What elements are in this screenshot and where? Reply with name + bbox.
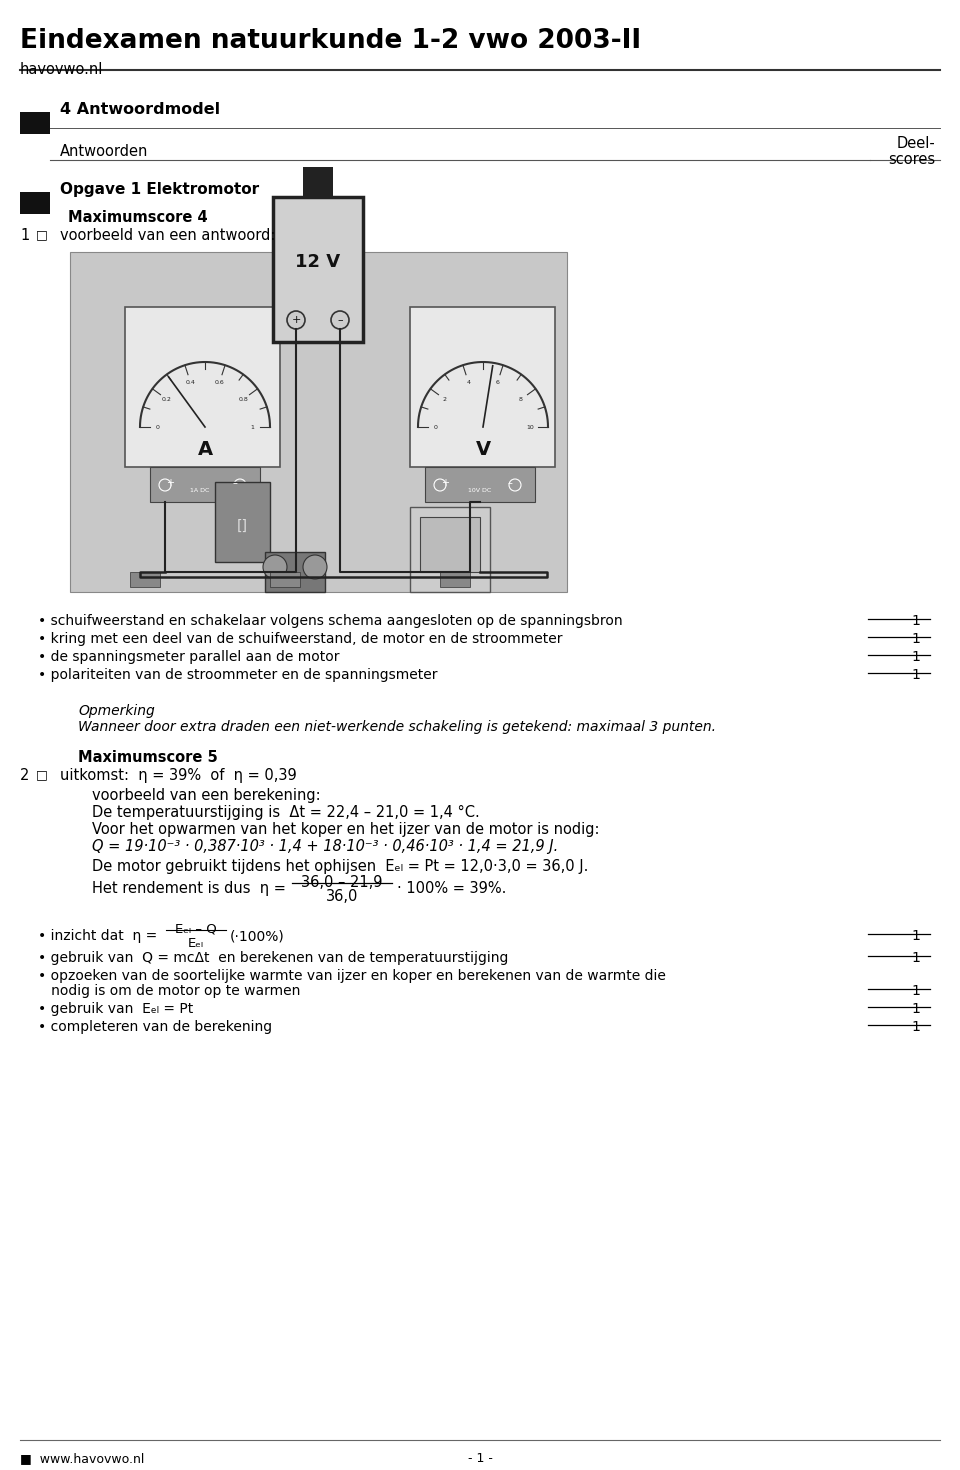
Circle shape [331, 312, 349, 329]
Text: - 1 -: - 1 - [468, 1452, 492, 1466]
Text: voorbeeld van een antwoord:: voorbeeld van een antwoord: [60, 228, 276, 243]
Circle shape [287, 312, 305, 329]
Text: De motor gebruikt tijdens het ophijsen  Eₑₗ = Pt = 12,0·3,0 = 36,0 J.: De motor gebruikt tijdens het ophijsen E… [92, 858, 588, 875]
Text: Deel-: Deel- [897, 137, 935, 151]
Text: +: + [441, 478, 449, 488]
Text: 1: 1 [911, 1003, 920, 1016]
Bar [440, 572, 470, 587]
Text: 0.6: 0.6 [215, 379, 225, 385]
Text: 1: 1 [911, 983, 920, 998]
Text: Opmerking: Opmerking [78, 704, 155, 717]
Text: voorbeeld van een berekening:: voorbeeld van een berekening: [92, 788, 321, 803]
Text: ■  www.havovwo.nl: ■ www.havovwo.nl [20, 1452, 144, 1466]
Text: 1: 1 [20, 228, 29, 243]
Bar [303, 168, 333, 197]
Bar [130, 572, 160, 587]
Text: 1A DC: 1A DC [190, 488, 209, 492]
Text: 36,0 – 21,9: 36,0 – 21,9 [301, 875, 383, 889]
Text: 2: 2 [20, 767, 30, 784]
Text: havovwo.nl: havovwo.nl [20, 62, 104, 76]
Text: • gebruik van  Eₑₗ = Pt: • gebruik van Eₑₗ = Pt [38, 1003, 193, 1016]
Text: • polariteiten van de stroommeter en de spanningsmeter: • polariteiten van de stroommeter en de … [38, 667, 438, 682]
Text: 4 Antwoordmodel: 4 Antwoordmodel [60, 101, 220, 118]
Circle shape [303, 556, 327, 579]
Bar [265, 553, 325, 592]
Text: 1: 1 [911, 667, 920, 682]
Bar [425, 467, 535, 501]
Text: scores: scores [888, 151, 935, 168]
Text: 0: 0 [434, 425, 438, 429]
Text: 1: 1 [911, 1020, 920, 1033]
Bar [125, 307, 280, 467]
Text: V: V [475, 440, 491, 459]
Text: 1: 1 [250, 425, 254, 429]
Text: Eindexamen natuurkunde 1-2 vwo 2003-II: Eindexamen natuurkunde 1-2 vwo 2003-II [20, 28, 641, 54]
Bar [410, 307, 555, 467]
Text: A: A [198, 440, 212, 459]
Text: • gebruik van  Q = mcΔt  en berekenen van de temperatuurstijging: • gebruik van Q = mcΔt en berekenen van … [38, 951, 509, 964]
Text: 1: 1 [911, 614, 920, 628]
Text: De temperatuurstijging is  Δt = 22,4 – 21,0 = 1,4 °C.: De temperatuurstijging is Δt = 22,4 – 21… [92, 806, 480, 820]
Bar [273, 197, 363, 343]
Text: Q = 19·10⁻³ · 0,387·10³ · 1,4 + 18·10⁻³ · 0,46·10³ · 1,4 = 21,9 J.: Q = 19·10⁻³ · 0,387·10³ · 1,4 + 18·10⁻³ … [92, 839, 559, 854]
Text: 0.4: 0.4 [185, 379, 196, 385]
Text: nodig is om de motor op te warmen: nodig is om de motor op te warmen [38, 983, 300, 998]
Bar [20, 112, 50, 134]
Bar [150, 467, 260, 501]
Text: 1: 1 [911, 929, 920, 942]
Bar [70, 251, 567, 592]
Text: 6: 6 [495, 379, 499, 385]
Bar [420, 517, 480, 572]
Text: • schuifweerstand en schakelaar volgens schema aangesloten op de spanningsbron: • schuifweerstand en schakelaar volgens … [38, 614, 623, 628]
Text: Maximumscore 4: Maximumscore 4 [68, 210, 207, 225]
Text: (·100%): (·100%) [230, 929, 285, 942]
Text: +: + [291, 315, 300, 325]
Text: Maximumscore 5: Maximumscore 5 [78, 750, 218, 764]
Bar [20, 193, 50, 215]
Bar [215, 482, 270, 562]
Text: □: □ [36, 228, 48, 241]
Text: 0.8: 0.8 [238, 397, 248, 401]
Text: • completeren van de berekening: • completeren van de berekening [38, 1020, 272, 1033]
Text: 4: 4 [467, 379, 470, 385]
Text: –: – [232, 478, 237, 488]
Text: +: + [166, 478, 174, 488]
Text: • opzoeken van de soortelijke warmte van ijzer en koper en berekenen van de warm: • opzoeken van de soortelijke warmte van… [38, 969, 666, 983]
Text: 2: 2 [443, 397, 447, 401]
Text: Eₑₗ: Eₑₗ [188, 936, 204, 950]
Text: Eₑₗ – Q: Eₑₗ – Q [175, 922, 217, 935]
Text: 10V DC: 10V DC [468, 488, 492, 492]
Text: –: – [508, 478, 513, 488]
Text: –: – [337, 315, 343, 325]
Text: 1: 1 [911, 650, 920, 664]
Text: 12 V: 12 V [296, 253, 341, 272]
Text: • inzicht dat  η =: • inzicht dat η = [38, 929, 161, 942]
Text: []: [] [236, 519, 248, 534]
Text: 0: 0 [156, 425, 160, 429]
Text: 1: 1 [911, 632, 920, 645]
Bar [270, 572, 300, 587]
Text: Antwoorden: Antwoorden [60, 144, 149, 159]
Text: 10: 10 [526, 425, 534, 429]
Text: 36,0: 36,0 [325, 889, 358, 904]
Text: □: □ [36, 767, 48, 781]
Text: • kring met een deel van de schuifweerstand, de motor en de stroommeter: • kring met een deel van de schuifweerst… [38, 632, 563, 645]
Text: 0.2: 0.2 [162, 397, 172, 401]
Text: · 100% = 39%.: · 100% = 39%. [397, 881, 506, 897]
Text: 8: 8 [519, 397, 523, 401]
Text: Opgave 1 Elektromotor: Opgave 1 Elektromotor [60, 182, 259, 197]
Text: • de spanningsmeter parallel aan de motor: • de spanningsmeter parallel aan de moto… [38, 650, 340, 664]
Text: 1: 1 [911, 951, 920, 964]
Text: Het rendement is dus  η =: Het rendement is dus η = [92, 881, 291, 897]
Text: uitkomst:  η = 39%  of  η = 0,39: uitkomst: η = 39% of η = 0,39 [60, 767, 297, 784]
Text: Voor het opwarmen van het koper en het ijzer van de motor is nodig:: Voor het opwarmen van het koper en het i… [92, 822, 599, 836]
Text: Wanneer door extra draden een niet-werkende schakeling is getekend: maximaal 3 p: Wanneer door extra draden een niet-werke… [78, 720, 716, 734]
Bar [410, 507, 490, 592]
Circle shape [263, 556, 287, 579]
